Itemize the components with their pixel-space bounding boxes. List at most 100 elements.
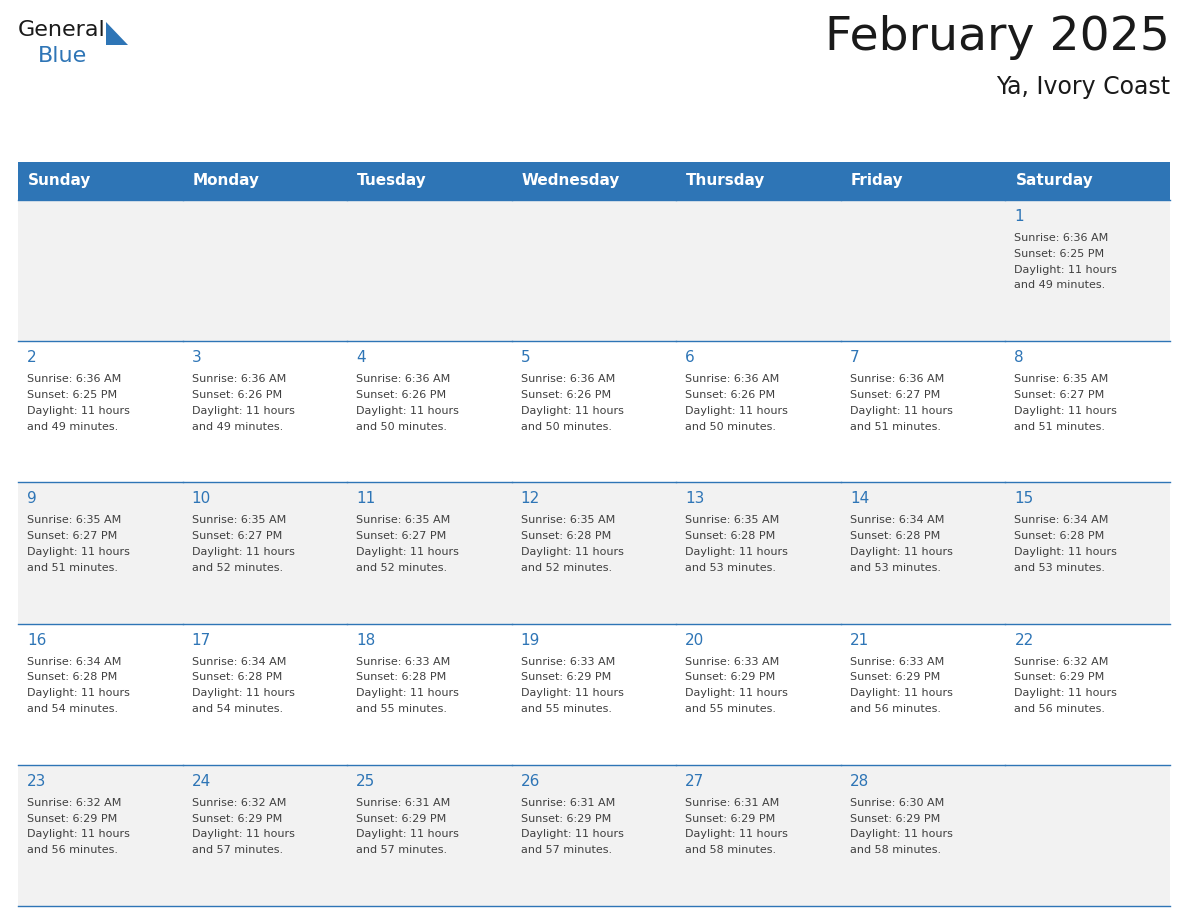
Text: Sunset: 6:28 PM: Sunset: 6:28 PM <box>191 672 282 682</box>
Text: and 49 minutes.: and 49 minutes. <box>1015 280 1106 290</box>
Text: Sunset: 6:27 PM: Sunset: 6:27 PM <box>849 390 940 400</box>
Text: Daylight: 11 hours: Daylight: 11 hours <box>356 688 459 699</box>
Text: 11: 11 <box>356 491 375 507</box>
Text: and 54 minutes.: and 54 minutes. <box>191 704 283 714</box>
Bar <box>18 623 183 765</box>
Text: Sunrise: 6:32 AM: Sunrise: 6:32 AM <box>191 798 286 808</box>
Text: and 56 minutes.: and 56 minutes. <box>849 704 941 714</box>
Text: and 50 minutes.: and 50 minutes. <box>356 421 447 431</box>
Text: and 53 minutes.: and 53 minutes. <box>1015 563 1105 573</box>
Bar <box>347 341 512 482</box>
Bar <box>18 482 183 623</box>
Text: Sunset: 6:26 PM: Sunset: 6:26 PM <box>356 390 447 400</box>
Bar <box>512 482 676 623</box>
Text: Daylight: 11 hours: Daylight: 11 hours <box>520 688 624 699</box>
Bar <box>676 482 841 623</box>
Text: Sunrise: 6:36 AM: Sunrise: 6:36 AM <box>685 375 779 385</box>
Text: and 58 minutes.: and 58 minutes. <box>849 845 941 856</box>
Text: 24: 24 <box>191 774 210 789</box>
Text: 4: 4 <box>356 350 366 365</box>
Text: 25: 25 <box>356 774 375 789</box>
Text: Daylight: 11 hours: Daylight: 11 hours <box>520 829 624 839</box>
Bar <box>512 200 676 341</box>
Bar <box>841 623 1005 765</box>
Text: Sunset: 6:28 PM: Sunset: 6:28 PM <box>849 532 940 542</box>
Bar <box>676 200 841 341</box>
Text: Sunset: 6:29 PM: Sunset: 6:29 PM <box>849 672 940 682</box>
Text: Sunset: 6:28 PM: Sunset: 6:28 PM <box>356 672 447 682</box>
Text: Sunset: 6:29 PM: Sunset: 6:29 PM <box>191 813 282 823</box>
Text: 26: 26 <box>520 774 541 789</box>
Text: Daylight: 11 hours: Daylight: 11 hours <box>685 547 788 557</box>
Text: 9: 9 <box>27 491 37 507</box>
Text: Sunset: 6:29 PM: Sunset: 6:29 PM <box>685 813 776 823</box>
Text: Sunset: 6:29 PM: Sunset: 6:29 PM <box>27 813 118 823</box>
Polygon shape <box>106 22 128 45</box>
Text: and 57 minutes.: and 57 minutes. <box>520 845 612 856</box>
Text: 19: 19 <box>520 633 541 647</box>
Text: Sunset: 6:26 PM: Sunset: 6:26 PM <box>685 390 776 400</box>
Bar <box>1005 200 1170 341</box>
Text: Sunrise: 6:36 AM: Sunrise: 6:36 AM <box>1015 233 1108 243</box>
Text: Sunrise: 6:35 AM: Sunrise: 6:35 AM <box>685 515 779 525</box>
Text: Daylight: 11 hours: Daylight: 11 hours <box>1015 406 1117 416</box>
Text: Saturday: Saturday <box>1016 174 1093 188</box>
Text: Daylight: 11 hours: Daylight: 11 hours <box>191 547 295 557</box>
Text: Daylight: 11 hours: Daylight: 11 hours <box>356 829 459 839</box>
Text: and 55 minutes.: and 55 minutes. <box>356 704 447 714</box>
Bar <box>183 341 347 482</box>
Bar <box>18 765 183 906</box>
Text: Sunset: 6:28 PM: Sunset: 6:28 PM <box>27 672 118 682</box>
Text: and 49 minutes.: and 49 minutes. <box>27 421 119 431</box>
Text: Sunset: 6:29 PM: Sunset: 6:29 PM <box>356 813 447 823</box>
Bar <box>676 162 841 200</box>
Text: Sunrise: 6:33 AM: Sunrise: 6:33 AM <box>356 656 450 666</box>
Text: and 56 minutes.: and 56 minutes. <box>27 845 118 856</box>
Text: Sunrise: 6:32 AM: Sunrise: 6:32 AM <box>1015 656 1108 666</box>
Text: General: General <box>18 20 106 40</box>
Text: and 53 minutes.: and 53 minutes. <box>685 563 776 573</box>
Text: Sunrise: 6:31 AM: Sunrise: 6:31 AM <box>685 798 779 808</box>
Text: Daylight: 11 hours: Daylight: 11 hours <box>520 547 624 557</box>
Text: Sunrise: 6:35 AM: Sunrise: 6:35 AM <box>520 515 615 525</box>
Text: Sunrise: 6:35 AM: Sunrise: 6:35 AM <box>356 515 450 525</box>
Text: Sunset: 6:26 PM: Sunset: 6:26 PM <box>520 390 611 400</box>
Text: Daylight: 11 hours: Daylight: 11 hours <box>356 547 459 557</box>
Text: Sunrise: 6:36 AM: Sunrise: 6:36 AM <box>27 375 121 385</box>
Text: Daylight: 11 hours: Daylight: 11 hours <box>356 406 459 416</box>
Text: Sunset: 6:26 PM: Sunset: 6:26 PM <box>191 390 282 400</box>
Text: Daylight: 11 hours: Daylight: 11 hours <box>1015 547 1117 557</box>
Text: Sunset: 6:27 PM: Sunset: 6:27 PM <box>191 532 282 542</box>
Text: and 58 minutes.: and 58 minutes. <box>685 845 777 856</box>
Text: Sunset: 6:28 PM: Sunset: 6:28 PM <box>685 532 776 542</box>
Bar <box>18 200 183 341</box>
Text: Daylight: 11 hours: Daylight: 11 hours <box>520 406 624 416</box>
Bar <box>676 623 841 765</box>
Bar <box>841 162 1005 200</box>
Text: Daylight: 11 hours: Daylight: 11 hours <box>1015 688 1117 699</box>
Text: Sunrise: 6:36 AM: Sunrise: 6:36 AM <box>520 375 615 385</box>
Bar <box>347 200 512 341</box>
Bar <box>676 341 841 482</box>
Text: Daylight: 11 hours: Daylight: 11 hours <box>685 688 788 699</box>
Bar <box>183 765 347 906</box>
Text: and 57 minutes.: and 57 minutes. <box>191 845 283 856</box>
Text: Sunset: 6:27 PM: Sunset: 6:27 PM <box>27 532 118 542</box>
Bar <box>18 162 183 200</box>
Text: 13: 13 <box>685 491 704 507</box>
Text: Daylight: 11 hours: Daylight: 11 hours <box>685 829 788 839</box>
Text: Sunrise: 6:36 AM: Sunrise: 6:36 AM <box>356 375 450 385</box>
Text: and 50 minutes.: and 50 minutes. <box>520 421 612 431</box>
Text: 8: 8 <box>1015 350 1024 365</box>
Text: Sunrise: 6:35 AM: Sunrise: 6:35 AM <box>1015 375 1108 385</box>
Bar <box>183 482 347 623</box>
Text: Sunset: 6:28 PM: Sunset: 6:28 PM <box>1015 532 1105 542</box>
Text: and 57 minutes.: and 57 minutes. <box>356 845 447 856</box>
Text: and 51 minutes.: and 51 minutes. <box>27 563 118 573</box>
Text: Daylight: 11 hours: Daylight: 11 hours <box>849 829 953 839</box>
Text: Daylight: 11 hours: Daylight: 11 hours <box>849 406 953 416</box>
Text: Daylight: 11 hours: Daylight: 11 hours <box>27 406 129 416</box>
Text: 28: 28 <box>849 774 870 789</box>
Text: Wednesday: Wednesday <box>522 174 620 188</box>
Text: and 52 minutes.: and 52 minutes. <box>520 563 612 573</box>
